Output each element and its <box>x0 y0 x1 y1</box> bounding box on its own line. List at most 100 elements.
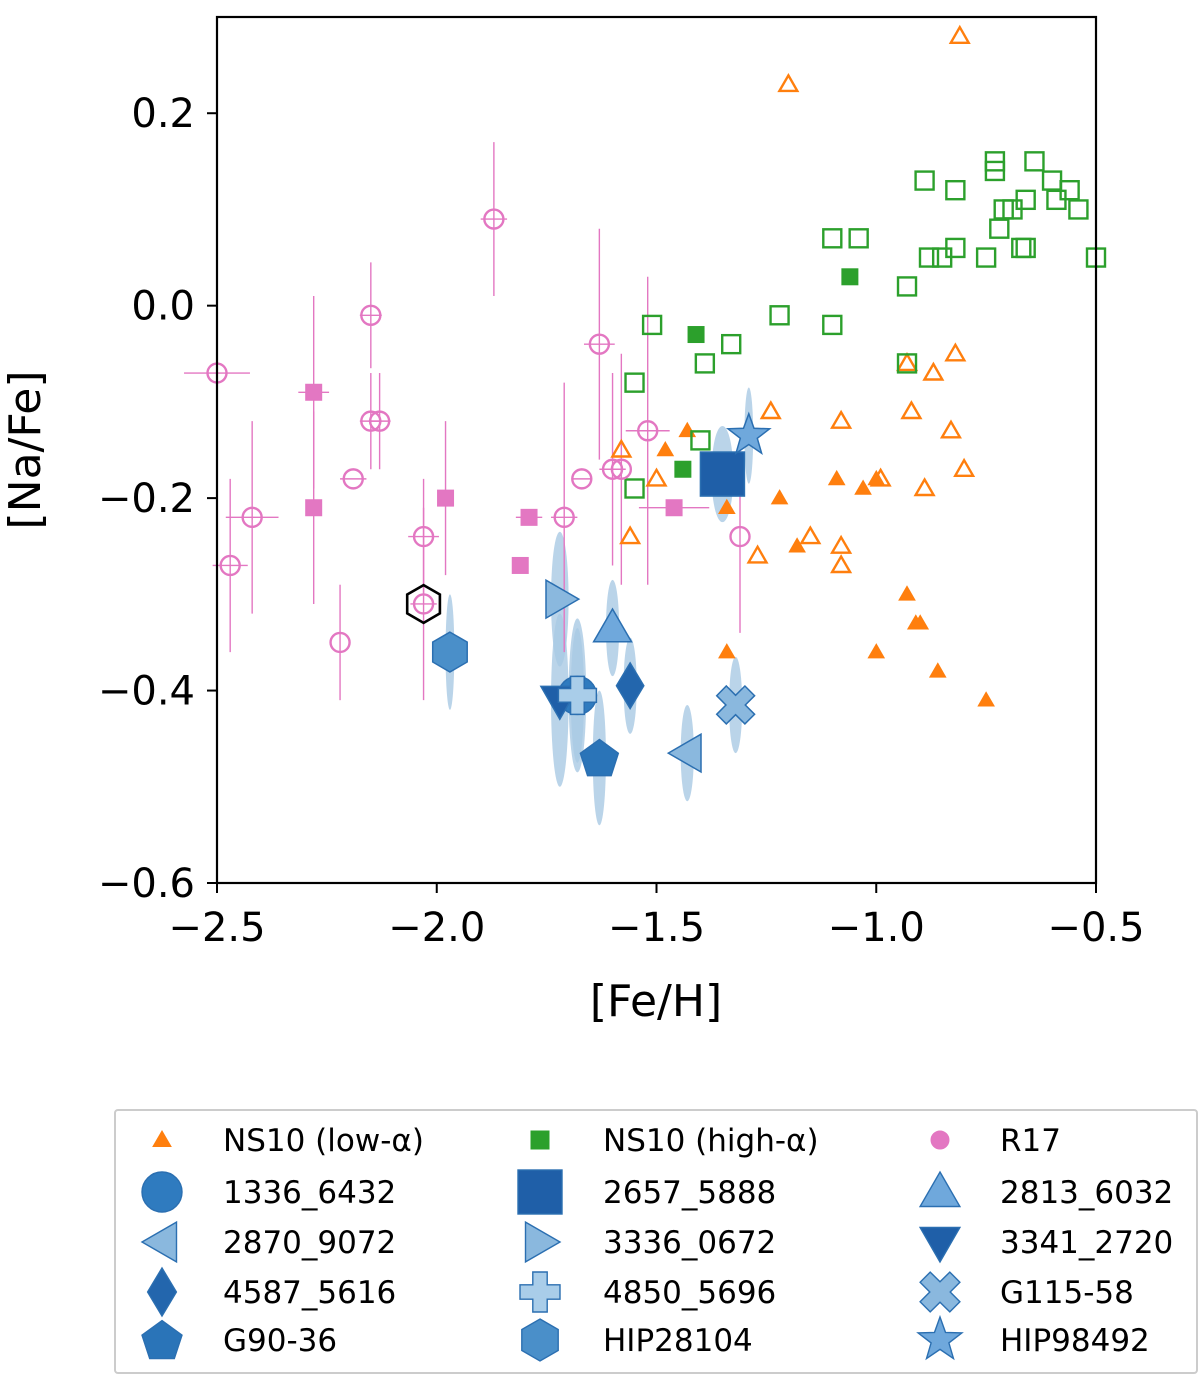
ns10-low-alpha-point <box>770 489 789 505</box>
r17-point <box>305 499 323 517</box>
legend-label: 4587_5616 <box>223 1275 396 1311</box>
ns10-low-alpha-point <box>830 554 853 574</box>
legend-marker-ns10-high- <box>530 1130 550 1150</box>
ns10-high-alpha-point <box>1059 179 1080 201</box>
ns10-low-alpha-point <box>718 498 736 514</box>
ns10-high-alpha-point <box>690 430 711 451</box>
r17-point <box>368 410 391 432</box>
ns10-high-alpha-point <box>674 460 692 478</box>
ns10-low-alpha-point <box>939 419 962 439</box>
ns10-high-alpha-point <box>841 268 859 286</box>
ns10-low-alpha-point <box>900 400 923 420</box>
ns10-high-alpha-point <box>822 228 843 249</box>
ns10-high-alpha-point <box>848 228 869 249</box>
y-tick-label: −0.6 <box>98 861 195 907</box>
r17-point <box>241 506 263 529</box>
ns10-low-alpha-point <box>854 479 872 495</box>
legend-marker-3341-2720 <box>918 1226 962 1264</box>
legend-label: 4850_5696 <box>603 1275 776 1311</box>
ns10-low-alpha-point <box>867 643 886 659</box>
highlighted-hexagon-marker <box>405 583 442 625</box>
ns10-high-alpha-point <box>1015 189 1036 211</box>
ns10-low-alpha-point <box>977 691 995 707</box>
legend-label: NS10 (high-α) <box>603 1123 819 1159</box>
star-marker-g90-36 <box>579 738 620 777</box>
ns10-low-alpha-point <box>867 469 886 486</box>
r17-point <box>412 525 435 548</box>
ns10-high-alpha-point <box>687 326 705 344</box>
r17-point <box>342 468 364 490</box>
legend: NS10 (low-α) NS10 (high-α) R17 1336_6432 265… <box>114 1109 1198 1374</box>
r17-point <box>511 556 529 574</box>
y-tick-label: −0.2 <box>98 476 195 522</box>
y-tick-label: 0.2 <box>131 91 195 137</box>
star-marker-hip28104 <box>431 631 468 673</box>
ns10-low-alpha-point <box>610 438 633 458</box>
ns10-high-alpha-point <box>945 179 966 201</box>
ns10-high-alpha-point <box>896 276 918 297</box>
r17-point <box>729 525 751 548</box>
legend-marker-r17 <box>930 1130 950 1150</box>
ns10-low-alpha-point <box>718 643 736 659</box>
legend-marker-g90-36 <box>141 1319 183 1360</box>
ns10-low-alpha-point <box>953 457 976 477</box>
legend-label: HIP98492 <box>1000 1323 1150 1359</box>
r17-point <box>412 593 435 615</box>
ns10-high-alpha-point <box>624 478 645 499</box>
legend-label: NS10 (low-α) <box>223 1123 424 1159</box>
r17-point <box>329 631 351 654</box>
r17-point <box>601 458 624 480</box>
r17-point <box>483 208 505 230</box>
r17-point <box>571 468 593 490</box>
legend-marker-ns10-low- <box>152 1130 172 1147</box>
ns10-low-alpha-point <box>799 525 822 545</box>
legend-marker-2813-6032 <box>918 1170 962 1208</box>
star-marker-2657_5888 <box>699 451 746 497</box>
ns10-high-alpha-point <box>918 247 940 268</box>
ns10-high-alpha-point <box>914 170 935 191</box>
r17-point <box>610 458 633 480</box>
legend-label: 3341_2720 <box>1000 1225 1173 1261</box>
legend-marker-4850-5696 <box>519 1271 561 1313</box>
legend-label: G90-36 <box>223 1323 337 1359</box>
ns10-high-alpha-point <box>896 353 918 374</box>
star-marker-g115-58 <box>715 684 756 725</box>
r17-point <box>588 333 611 355</box>
star-marker-3336_0672 <box>545 578 581 620</box>
r17-point <box>360 410 382 432</box>
star-marker-2870_9072 <box>666 732 702 774</box>
r17-point <box>437 489 455 507</box>
program-stars <box>431 411 772 777</box>
x-tick-label: −1.0 <box>828 905 925 951</box>
ns10-low-alpha-point <box>913 477 936 497</box>
ns10-low-alpha-point <box>830 534 853 554</box>
legend-marker-4587-5616 <box>146 1266 178 1318</box>
ns10-high-alpha-point <box>989 218 1010 239</box>
y-tick-label: 0.0 <box>131 284 195 330</box>
legend-label: R17 <box>1000 1123 1061 1159</box>
ns10-low-alpha-point <box>788 537 806 553</box>
x-tick-label: −2.5 <box>168 905 265 951</box>
r17-point <box>665 499 683 517</box>
ns10-low-alpha-point <box>948 24 971 44</box>
y-tick-label: −0.4 <box>98 669 195 715</box>
axes: −2.5 −2.0 −1.5 −1.0 −0.5 −0.6 −0.4 −0.2 0.0 0.2 <box>98 91 1145 951</box>
ns10-low-alpha-point <box>911 614 930 630</box>
legend-label: 3336_0672 <box>603 1225 776 1261</box>
ns10-high-alpha-point <box>975 247 997 268</box>
ns10-low-alpha-point <box>656 441 675 457</box>
legend-marker-3336-0672 <box>524 1220 562 1264</box>
legend-label: G115-58 <box>1000 1275 1134 1311</box>
ns10-low-alpha-point <box>928 662 947 678</box>
survey-points <box>206 24 1107 707</box>
ns10-high-alpha-point <box>694 353 716 374</box>
ns10-low-alpha-point <box>619 525 642 545</box>
x-tick-label: −0.5 <box>1047 905 1144 951</box>
legend-marker-2870-9072 <box>140 1220 178 1264</box>
ns10-low-alpha-point <box>922 361 945 381</box>
legend-label: 1336_6432 <box>223 1175 396 1211</box>
ns10-low-alpha-point <box>898 585 916 601</box>
ns10-low-alpha-point <box>827 469 846 486</box>
legend-label: 2870_9072 <box>223 1225 396 1261</box>
